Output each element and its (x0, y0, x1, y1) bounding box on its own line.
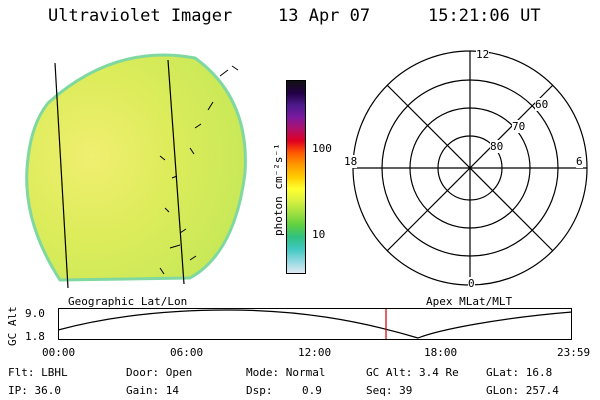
apex-caption: Apex MLat/MLT (426, 295, 513, 308)
instrument-title: Ultraviolet Imager (48, 6, 233, 26)
orbit-ylabel: GC Alt (6, 306, 19, 346)
polar-label-18: 18 (344, 155, 358, 168)
seq-info: Seq: 39 (366, 384, 413, 397)
uv-disk-image (25, 53, 247, 288)
orbit-xtick-1800: 18:00 (424, 346, 458, 359)
color-bar (286, 80, 306, 274)
orbit-ytick-low: 1.8 (25, 330, 45, 343)
orbit-xtick-1200: 12:00 (298, 346, 332, 359)
orbit-xtick-2359: 23:59 (557, 346, 591, 359)
glat-info: GLat: 16.8 (486, 366, 553, 379)
polar-label-60: 60 (535, 98, 549, 111)
polar-label-0: 0 (468, 277, 475, 290)
geographic-caption: Geographic Lat/Lon (68, 295, 188, 308)
orbit-xtick-0600: 06:00 (170, 346, 204, 359)
filter-info: Flt: LBHL (8, 366, 68, 379)
glon-info: GLon: 257.4 (486, 384, 559, 397)
longitude-line (54, 62, 69, 288)
time-label: 15:21:06 UT (428, 6, 541, 26)
colorbar-tick-100: 100 (312, 142, 332, 155)
gcalt-info: GC Alt: 3.4 Re (366, 366, 459, 379)
mode-info: Mode: Normal (246, 366, 326, 379)
orbit-ytick-high: 9.0 (25, 307, 45, 320)
polar-label-12: 12 (476, 48, 490, 61)
ip-info: IP: 36.0 (8, 384, 61, 397)
coastline (159, 65, 239, 275)
polar-label-70: 70 (512, 120, 526, 133)
orbit-altitude-plot (58, 308, 572, 340)
mlat-mlt-polar-plot (352, 50, 588, 286)
colorbar-unit: photon cm⁻²s⁻¹ (272, 143, 285, 236)
longitude-line (167, 59, 185, 285)
date-label: 13 Apr 07 (278, 6, 371, 26)
dsp-value: 0.9 (302, 384, 322, 397)
altitude-curve (58, 309, 572, 339)
dsp-label: Dsp: (246, 384, 273, 397)
disk-body (25, 53, 247, 282)
polar-label-80: 80 (490, 140, 504, 153)
orbit-xtick-0000: 00:00 (42, 346, 76, 359)
gain-info: Gain: 14 (126, 384, 179, 397)
door-info: Door: Open (126, 366, 193, 379)
polar-label-6: 6 (576, 155, 583, 168)
colorbar-tick-10: 10 (312, 228, 326, 241)
